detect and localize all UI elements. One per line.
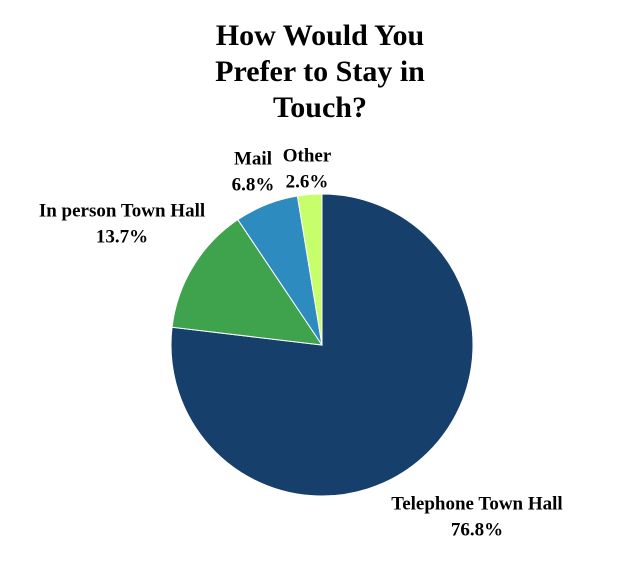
chart-title: How Would You Prefer to Stay in Touch? [215,19,425,124]
pie-slice [171,218,324,346]
pie-slice [170,193,474,497]
slice-label: Mail [234,148,272,169]
slice-label: Telephone Town Hall [391,493,562,514]
slice-label: In person Town Hall [39,200,205,221]
slice-value-label: 76.8% [451,519,503,540]
pie-slice [296,193,323,346]
slice-value-label: 13.7% [96,226,148,247]
slice-value-label: 2.6% [286,171,329,192]
slice-value-label: 6.8% [232,174,275,195]
slice-label: Other [283,145,332,166]
